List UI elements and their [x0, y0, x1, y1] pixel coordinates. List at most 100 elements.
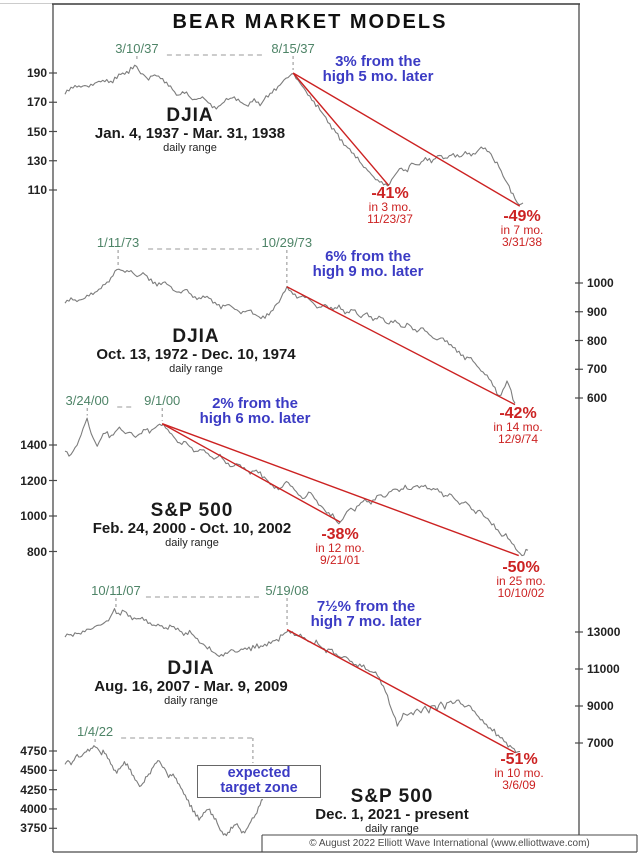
- index-period: Feb. 24, 2000 - Oct. 10, 2002: [92, 520, 292, 537]
- decline-label: -49% in 7 mo. 3/31/38: [500, 208, 544, 249]
- peak-date-label: 10/11/07: [91, 583, 141, 598]
- index-range-note: daily range: [365, 823, 419, 835]
- y-tick-label: 800: [587, 333, 608, 348]
- peak-date-label: 5/19/08: [265, 583, 309, 598]
- y-tick-label: 4250: [20, 782, 47, 797]
- decline-label: -51% in 10 mo. 3/6/09: [494, 751, 544, 792]
- decline-label: -38% in 12 mo. 9/21/01: [315, 526, 365, 567]
- index-range-note: daily range: [165, 537, 219, 549]
- index-label-block: DJIA Aug. 16, 2007 - Mar. 9, 2009 daily ra…: [94, 658, 287, 707]
- high-note-line-2: high 7 mo. later: [310, 613, 422, 630]
- decline-line-panel-1-1: [292, 72, 390, 187]
- decline-line-panel-1-2: [292, 72, 521, 207]
- y-tick-label: 9000: [587, 699, 614, 713]
- index-label-block: DJIA Jan. 4, 1937 - Mar. 31, 1938 daily ra…: [95, 105, 285, 154]
- decline-label: -50% in 25 mo. 10/10/02: [496, 559, 546, 600]
- decline-pct: -50%: [502, 559, 540, 576]
- high-note: 7½% from the high 7 mo. later: [311, 599, 422, 629]
- decline-date: 10/10/02: [497, 586, 545, 600]
- high-note-line-2: high 5 mo. later: [322, 68, 434, 85]
- y-tick-label: 7000: [587, 736, 614, 750]
- index-name: DJIA: [166, 105, 214, 126]
- page-title: BEAR MARKET MODELS: [172, 11, 448, 33]
- y-tick-label: 190: [26, 66, 47, 80]
- high-note-line-2: high 6 mo. later: [199, 410, 311, 427]
- price-series-panel-4: [64, 608, 521, 754]
- decline-duration: in 25 mo.: [496, 574, 546, 588]
- target-zone-box: expected target zone: [197, 765, 321, 798]
- peak-date-label: 10/29/73: [261, 235, 313, 250]
- high-note: 2% from the high 6 mo. later: [200, 396, 311, 426]
- y-tick-label: 3750: [20, 821, 47, 836]
- decline-pct: -38%: [321, 526, 359, 543]
- y-tick-label: 800: [26, 544, 47, 559]
- decline-duration: in 3 mo.: [368, 200, 412, 214]
- decline-pct: -41%: [371, 185, 409, 202]
- peak-date-label: 8/15/37: [271, 41, 315, 56]
- decline-date: 3/31/38: [501, 235, 543, 249]
- decline-line-panel-3-2: [161, 423, 519, 557]
- decline-date: 11/23/37: [367, 212, 413, 226]
- y-tick-label: 600: [587, 391, 608, 405]
- decline-duration: in 14 mo.: [493, 420, 543, 434]
- y-tick-label: 1400: [20, 438, 47, 452]
- index-name: S&P 500: [350, 786, 434, 807]
- high-note-line-1: 3% from the: [335, 53, 421, 70]
- index-range-note: daily range: [169, 363, 223, 375]
- index-name: S&P 500: [150, 500, 234, 521]
- y-tick-label: 1000: [20, 509, 47, 523]
- index-name: DJIA: [167, 658, 215, 679]
- y-tick-label: 150: [26, 124, 47, 139]
- decline-pct: -49%: [503, 208, 541, 225]
- y-tick-label: 4750: [20, 744, 47, 758]
- index-label-block: S&P 500 Dec. 1, 2021 - present daily range: [315, 786, 468, 835]
- peak-date-label: 1/11/73: [96, 235, 140, 250]
- high-note: 3% from the high 5 mo. later: [323, 54, 434, 84]
- high-note-line-1: 6% from the: [325, 248, 411, 265]
- decline-label: -41% in 3 mo. 11/23/37: [367, 185, 413, 226]
- index-period: Oct. 13, 1972 - Dec. 10, 1974: [96, 346, 296, 363]
- y-tick-label: 110: [27, 183, 47, 197]
- decline-duration: in 12 mo.: [315, 541, 365, 555]
- y-tick-label: 4000: [20, 801, 47, 816]
- index-period: Aug. 16, 2007 - Mar. 9, 2009: [94, 678, 288, 695]
- index-period: Jan. 4, 1937 - Mar. 31, 1938: [94, 125, 286, 142]
- price-series-panel-5: [64, 745, 264, 837]
- high-note-line-1: 7½% from the: [316, 598, 416, 615]
- y-tick-label: 130: [26, 153, 47, 168]
- index-range-note: daily range: [163, 142, 217, 154]
- index-label-block: S&P 500 Feb. 24, 2000 - Oct. 10, 2002 dail…: [93, 500, 291, 549]
- y-tick-label: 13000: [587, 625, 621, 639]
- peak-date-label: 9/1/00: [144, 393, 181, 408]
- decline-pct: -42%: [499, 405, 537, 422]
- decline-line-panel-2-1: [286, 286, 516, 406]
- peak-date-label: 3/24/00: [65, 393, 109, 408]
- y-tick-label: 4500: [20, 763, 47, 778]
- y-tick-label: 1000: [587, 276, 614, 290]
- price-series-panel-2: [64, 268, 516, 404]
- decline-date: 12/9/74: [497, 432, 539, 446]
- index-period: Dec. 1, 2021 - present: [315, 806, 469, 823]
- y-tick-label: 170: [26, 95, 47, 110]
- y-tick-label: 1200: [20, 473, 47, 488]
- index-range-note: daily range: [164, 695, 218, 707]
- copyright-note: © August 2022 Elliott Wave International…: [309, 838, 590, 849]
- index-name: DJIA: [172, 326, 220, 347]
- target-zone-line-1: expected: [227, 765, 291, 781]
- y-tick-label: 700: [587, 362, 608, 377]
- high-note-line-1: 2% from the: [212, 395, 298, 412]
- decline-line-panel-3-1: [161, 423, 341, 523]
- peak-date-label: 1/4/22: [77, 724, 114, 739]
- decline-duration: in 7 mo.: [500, 223, 544, 237]
- decline-duration: in 10 mo.: [494, 766, 544, 780]
- decline-pct: -51%: [500, 751, 538, 768]
- high-note-line-2: high 9 mo. later: [312, 263, 424, 280]
- high-note: 6% from the high 9 mo. later: [313, 249, 424, 279]
- y-tick-label: 11000: [587, 662, 620, 676]
- decline-date: 3/6/09: [502, 778, 536, 792]
- decline-line-panel-4-1: [286, 628, 516, 754]
- y-tick-label: 900: [587, 304, 608, 319]
- index-label-block: DJIA Oct. 13, 1972 - Dec. 10, 1974 daily r…: [96, 326, 295, 375]
